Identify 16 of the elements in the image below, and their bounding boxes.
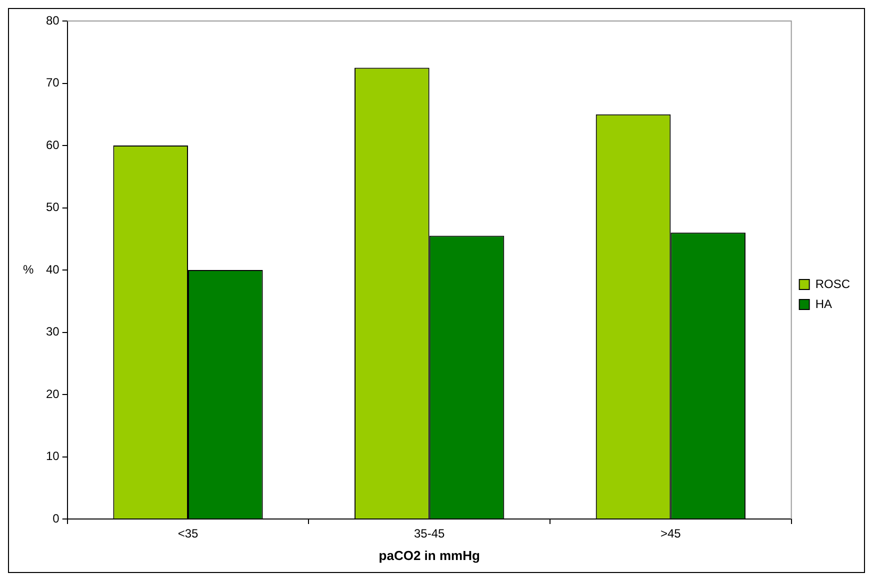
y-tick-label: 80 <box>46 13 60 28</box>
x-tick-label: 35-45 <box>414 526 446 541</box>
y-axis-title: % <box>23 262 34 276</box>
legend-label: HA <box>815 296 832 311</box>
y-tick-label: 70 <box>46 76 60 90</box>
y-tick-label: 20 <box>46 386 60 401</box>
y-tick-label: 50 <box>46 200 60 214</box>
y-tick-label: 60 <box>46 138 60 152</box>
y-tick-label: 30 <box>46 324 60 339</box>
x-tick-label: <35 <box>178 526 199 541</box>
x-axis-title: paCO2 in mmHg <box>378 548 480 563</box>
y-tick-label: 10 <box>46 449 60 464</box>
legend-label: ROSC <box>815 276 850 291</box>
y-tick-label: 0 <box>52 511 60 526</box>
x-tick-label: >45 <box>660 526 682 541</box>
y-tick-label: 40 <box>46 262 60 276</box>
